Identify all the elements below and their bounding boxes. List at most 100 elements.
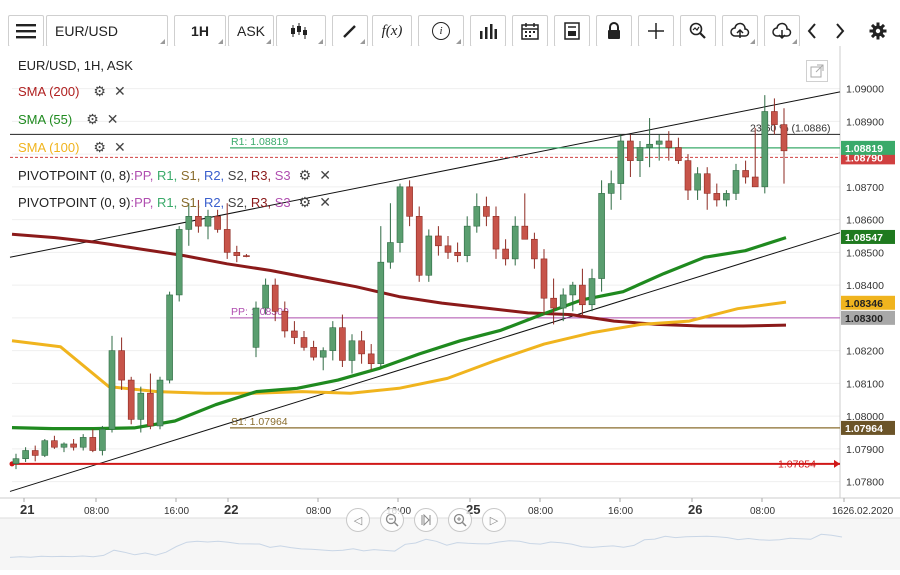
candle-body xyxy=(387,242,394,263)
sma200-close-icon[interactable]: ✕ xyxy=(113,83,126,99)
candle xyxy=(396,183,404,253)
x-tick-label: 16:00 xyxy=(164,506,189,517)
candle-body xyxy=(214,216,221,230)
candle xyxy=(310,340,317,361)
download-button[interactable] xyxy=(764,15,800,47)
sma100-settings-icon[interactable]: ⚙ xyxy=(93,139,106,155)
y-tick-label: 1.08700 xyxy=(846,182,884,194)
candle xyxy=(51,435,58,449)
candle xyxy=(521,193,529,240)
zoom-out-button[interactable] xyxy=(380,508,404,532)
cloud-download-icon xyxy=(772,22,792,40)
nav-prev-button[interactable]: ◁ xyxy=(346,508,370,532)
indicators-button[interactable]: f(x) xyxy=(372,15,412,47)
info-button[interactable]: i xyxy=(418,15,464,47)
lower-trendline xyxy=(9,232,841,492)
s1-badge-bg xyxy=(841,420,895,435)
pivot-settings-icon[interactable]: ⚙ xyxy=(298,167,312,183)
navigator-series xyxy=(9,533,843,558)
candle-body xyxy=(156,379,164,427)
x-tick-label: 08:00 xyxy=(750,506,775,517)
scroll-right-button[interactable] xyxy=(830,15,850,47)
pivot-close-icon[interactable]: ✕ xyxy=(319,167,331,183)
pivot-close-icon[interactable]: ✕ xyxy=(319,194,331,210)
scroll-left-button[interactable] xyxy=(802,15,822,47)
pivot-item: R1, xyxy=(156,168,181,183)
sma100-badge-bg xyxy=(841,295,895,310)
pivot-settings-icon[interactable]: ⚙ xyxy=(298,194,312,210)
candle-body xyxy=(742,170,749,178)
candle xyxy=(41,439,49,458)
y-tick-label: 1.09000 xyxy=(846,84,884,96)
candle-body xyxy=(147,392,154,427)
lock-button[interactable] xyxy=(596,15,632,47)
candle xyxy=(377,226,385,367)
price-chart[interactable]: 23.60 % (1.0886) R1: 1.08819 S1: 1.07964 PP… xyxy=(0,46,900,570)
symbol-selector[interactable]: EUR/USD xyxy=(46,15,168,47)
zoom-in-icon xyxy=(453,513,467,527)
chart-area[interactable]: 23.60 % (1.0886) R1: 1.08819 S1: 1.07964 PP… xyxy=(0,46,900,570)
candle xyxy=(99,425,106,456)
candle-body xyxy=(732,170,740,194)
settings-button[interactable] xyxy=(864,15,892,47)
sma100-close-icon[interactable]: ✕ xyxy=(113,139,126,155)
reset-button[interactable] xyxy=(414,508,438,532)
sma100-label: SMA (100) xyxy=(18,140,80,155)
pivot-item: R1, xyxy=(156,195,181,210)
candle xyxy=(761,95,769,194)
expand-button[interactable] xyxy=(806,60,828,82)
candle xyxy=(262,278,269,315)
chart-type-button[interactable] xyxy=(276,15,326,47)
candle xyxy=(156,376,164,430)
candle-body xyxy=(579,284,586,306)
candle-body xyxy=(607,183,615,194)
document-icon xyxy=(564,22,580,40)
pivot-item: PP, xyxy=(134,195,157,210)
candle-body xyxy=(367,353,375,365)
crosshair-button[interactable] xyxy=(638,15,674,47)
candle xyxy=(655,134,663,161)
candle xyxy=(319,347,327,371)
candle-body xyxy=(473,206,481,227)
candle xyxy=(627,134,634,178)
s1-badge: 1.07964 xyxy=(845,423,883,435)
volume-button[interactable] xyxy=(470,15,506,47)
candle xyxy=(463,216,471,263)
nav-next-button[interactable]: ▷ xyxy=(482,508,506,532)
x-tick-label: 1626.02.2020 xyxy=(832,506,894,517)
y-tick-label: 1.08900 xyxy=(846,116,884,128)
candle xyxy=(579,268,586,318)
zoom-icon xyxy=(689,22,706,39)
hline-label: 1.07854 xyxy=(778,458,816,470)
sma200-settings-icon[interactable]: ⚙ xyxy=(93,83,106,99)
sma55-label: SMA (55) xyxy=(18,112,73,127)
candle xyxy=(540,249,548,315)
candle xyxy=(607,170,615,210)
template-button[interactable] xyxy=(554,15,590,47)
timeframe-selector[interactable]: 1H xyxy=(174,15,226,47)
sma55-close-icon[interactable]: ✕ xyxy=(106,111,119,127)
candle xyxy=(598,180,605,292)
zoom-in-button[interactable] xyxy=(448,508,472,532)
pp-badge-bg xyxy=(841,310,895,325)
price-type-selector[interactable]: ASK xyxy=(228,15,274,47)
menu-button[interactable] xyxy=(8,15,44,47)
pivot-item: PP, xyxy=(134,168,157,183)
upload-button[interactable] xyxy=(722,15,758,47)
zoom-button[interactable] xyxy=(680,15,716,47)
sma55-settings-icon[interactable]: ⚙ xyxy=(86,111,99,127)
calendar-button[interactable] xyxy=(512,15,548,47)
candle xyxy=(175,226,183,302)
candle xyxy=(300,330,308,351)
candle-body xyxy=(598,193,605,279)
candle xyxy=(425,229,433,282)
x-tick-label: 08:00 xyxy=(84,506,109,517)
candle xyxy=(233,245,241,263)
sma100-badge: 1.08346 xyxy=(845,298,883,310)
candle-body xyxy=(281,311,289,332)
price-type-label: ASK xyxy=(236,23,265,39)
candle xyxy=(367,344,375,371)
candle-body xyxy=(271,284,279,312)
draw-tool-button[interactable] xyxy=(332,15,368,47)
candle-body xyxy=(70,443,77,448)
